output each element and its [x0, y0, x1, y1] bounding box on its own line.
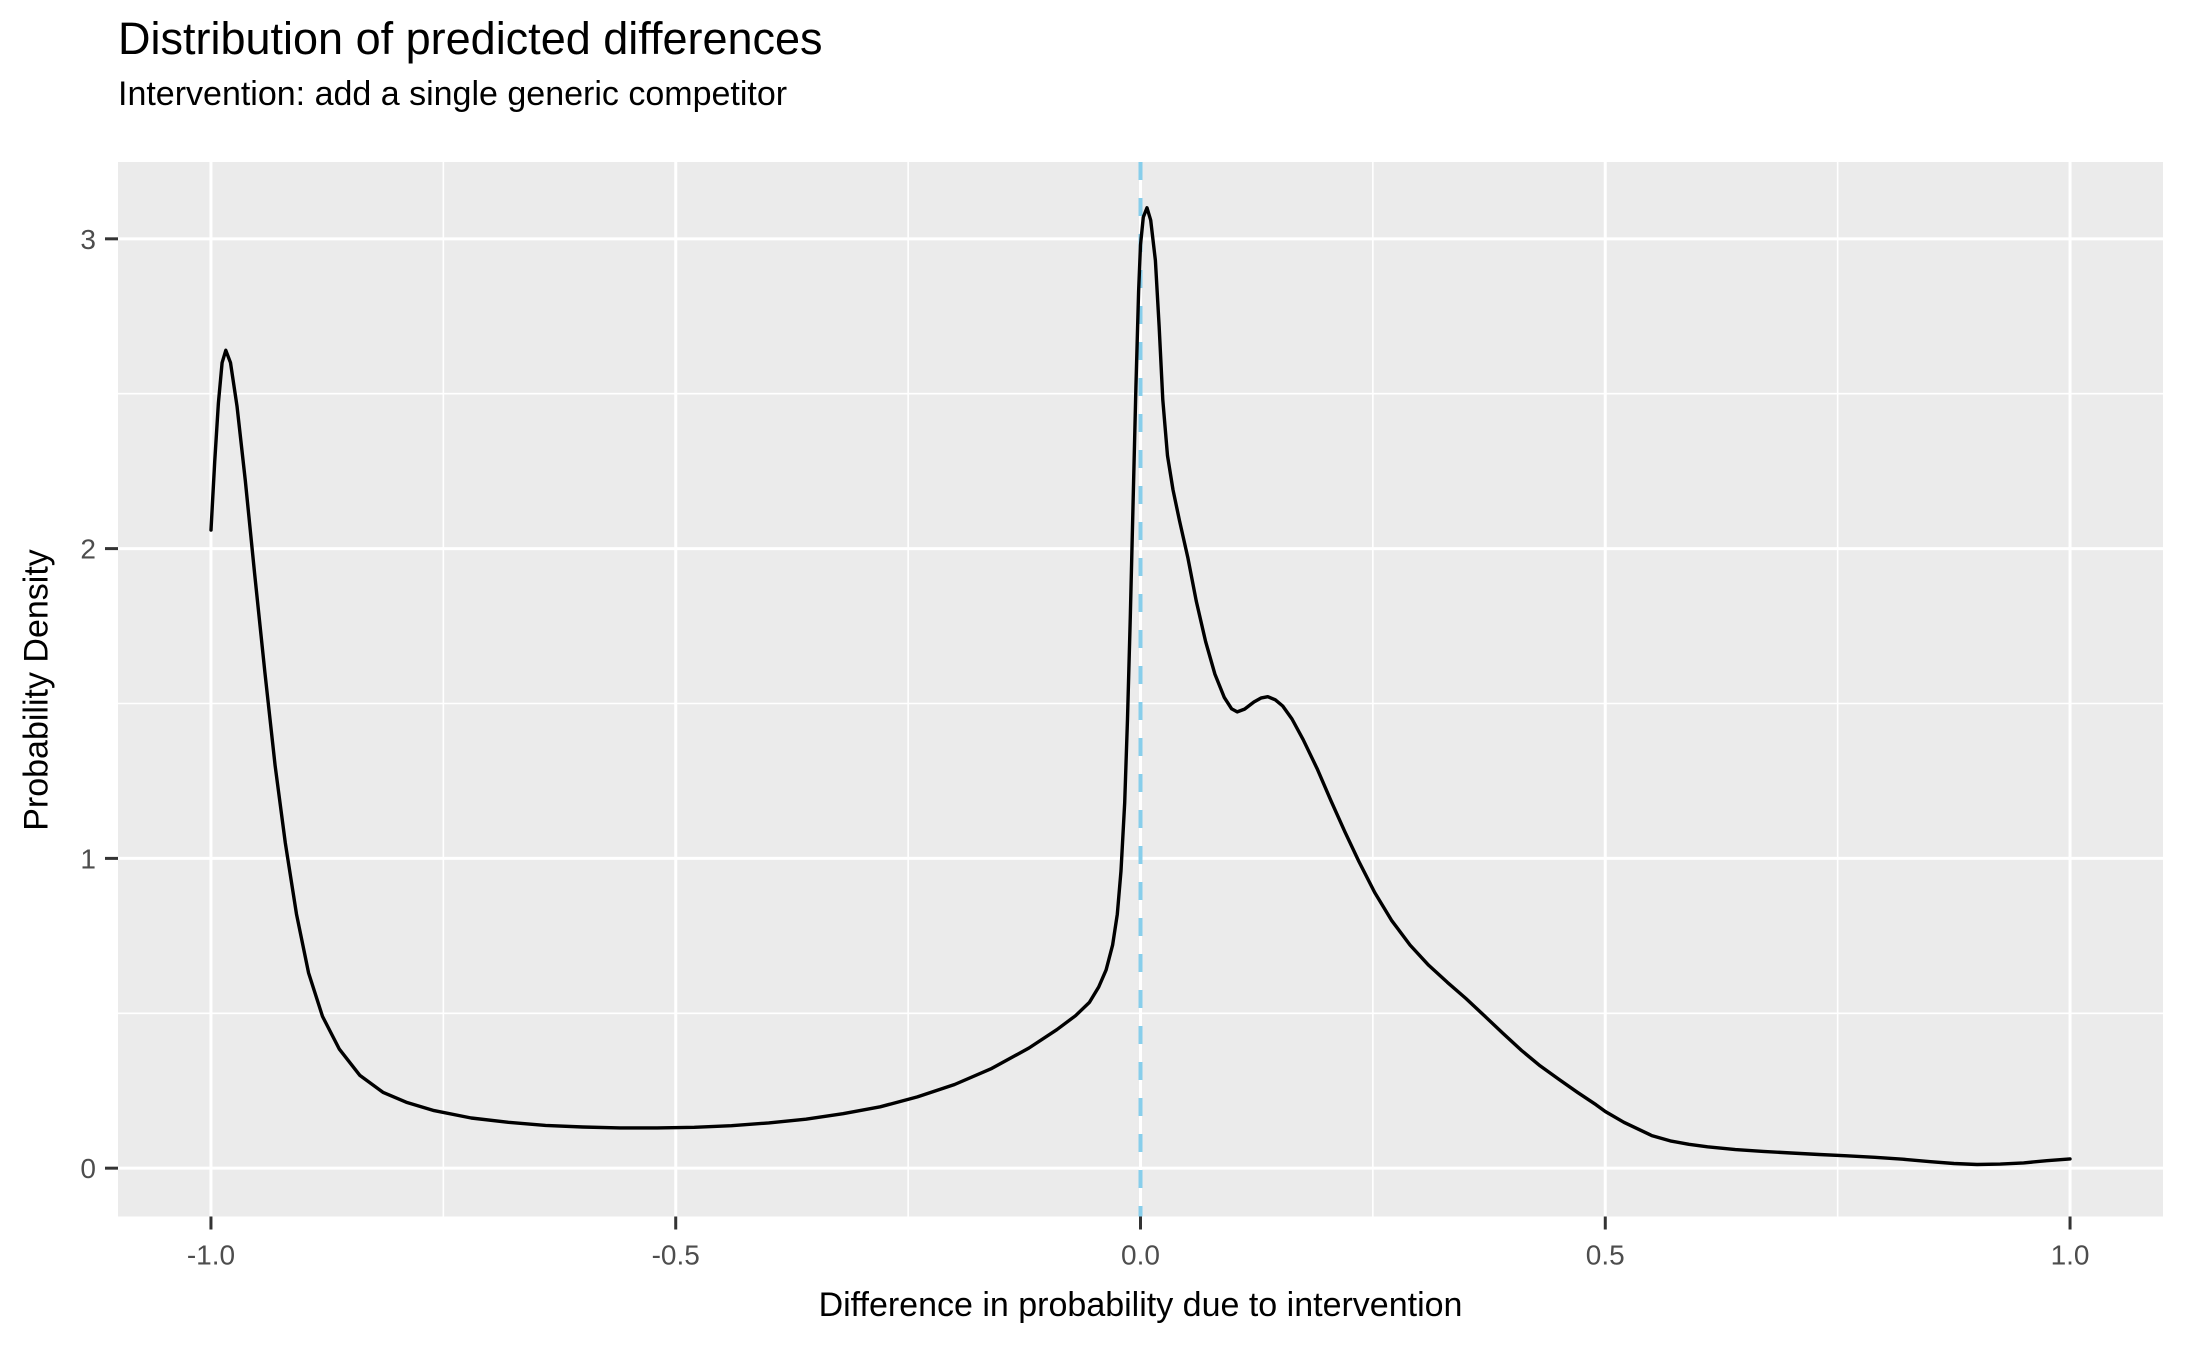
y-axis-title: Probability Density: [17, 549, 56, 831]
x-tick-label: 1.0: [2051, 1240, 2090, 1271]
y-tick-label: 0: [80, 1153, 96, 1184]
x-tick-label: 0.0: [1121, 1240, 1160, 1271]
plot-title: Distribution of predicted differences: [118, 13, 823, 64]
x-axis-title: Difference in probability due to interve…: [818, 1286, 1463, 1324]
y-tick-label: 2: [80, 534, 96, 565]
x-tick-label: 0.5: [1586, 1240, 1625, 1271]
plot-subtitle: Intervention: add a single generic compe…: [118, 75, 788, 113]
density-curve: [209, 206, 2072, 1167]
x-tick-label: -0.5: [652, 1240, 700, 1271]
x-tick-label: -1.0: [187, 1240, 235, 1271]
y-tick-label: 1: [80, 843, 96, 874]
y-tick-label: 3: [80, 224, 96, 255]
